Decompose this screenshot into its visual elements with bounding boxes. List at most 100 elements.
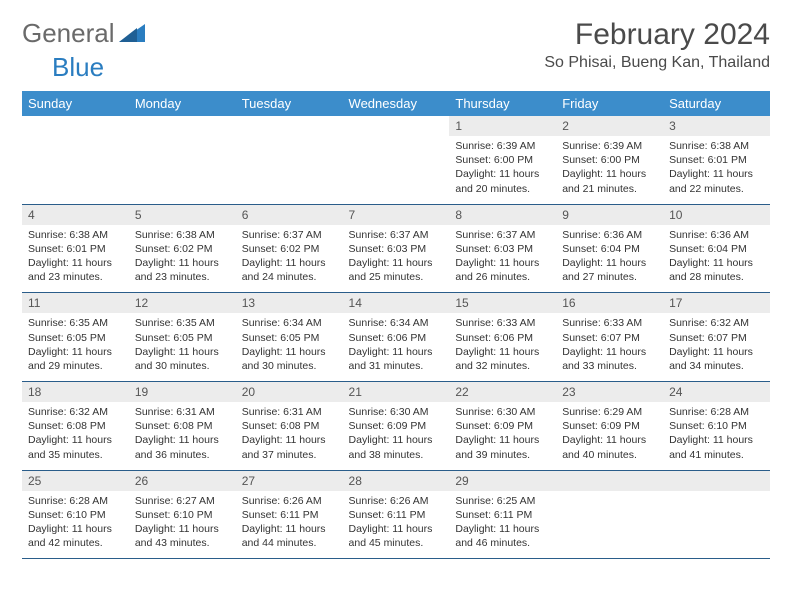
day-number: 2 bbox=[556, 116, 663, 136]
day-number: 15 bbox=[449, 293, 556, 313]
calendar-cell: 2Sunrise: 6:39 AMSunset: 6:00 PMDaylight… bbox=[556, 116, 663, 204]
calendar-cell: . bbox=[22, 116, 129, 204]
calendar-cell: 16Sunrise: 6:33 AMSunset: 6:07 PMDayligh… bbox=[556, 293, 663, 382]
calendar-row: 11Sunrise: 6:35 AMSunset: 6:05 PMDayligh… bbox=[22, 293, 770, 382]
weekday-header: Tuesday bbox=[236, 91, 343, 116]
day-details: Sunrise: 6:36 AMSunset: 6:04 PMDaylight:… bbox=[556, 225, 663, 293]
day-details: Sunrise: 6:28 AMSunset: 6:10 PMDaylight:… bbox=[663, 402, 770, 470]
month-title: February 2024 bbox=[544, 18, 770, 52]
day-number: 29 bbox=[449, 471, 556, 491]
day-details: Sunrise: 6:32 AMSunset: 6:07 PMDaylight:… bbox=[663, 313, 770, 381]
day-number: 19 bbox=[129, 382, 236, 402]
calendar-cell: 27Sunrise: 6:26 AMSunset: 6:11 PMDayligh… bbox=[236, 470, 343, 559]
day-details: Sunrise: 6:37 AMSunset: 6:02 PMDaylight:… bbox=[236, 225, 343, 293]
calendar-cell: 18Sunrise: 6:32 AMSunset: 6:08 PMDayligh… bbox=[22, 382, 129, 471]
brand-text-general: General bbox=[22, 18, 115, 49]
calendar-cell: 21Sunrise: 6:30 AMSunset: 6:09 PMDayligh… bbox=[343, 382, 450, 471]
calendar-cell: 29Sunrise: 6:25 AMSunset: 6:11 PMDayligh… bbox=[449, 470, 556, 559]
calendar-cell: . bbox=[129, 116, 236, 204]
day-details: Sunrise: 6:34 AMSunset: 6:06 PMDaylight:… bbox=[343, 313, 450, 381]
day-details: Sunrise: 6:37 AMSunset: 6:03 PMDaylight:… bbox=[343, 225, 450, 293]
day-details: Sunrise: 6:29 AMSunset: 6:09 PMDaylight:… bbox=[556, 402, 663, 470]
day-number: 12 bbox=[129, 293, 236, 313]
day-details: Sunrise: 6:35 AMSunset: 6:05 PMDaylight:… bbox=[22, 313, 129, 381]
day-number: 27 bbox=[236, 471, 343, 491]
weekday-header: Sunday bbox=[22, 91, 129, 116]
day-number: 9 bbox=[556, 205, 663, 225]
calendar-cell: 24Sunrise: 6:28 AMSunset: 6:10 PMDayligh… bbox=[663, 382, 770, 471]
day-details: Sunrise: 6:39 AMSunset: 6:00 PMDaylight:… bbox=[556, 136, 663, 204]
calendar-row: . . . . 1Sunrise: 6:39 AMSunset: 6:00 PM… bbox=[22, 116, 770, 204]
day-number: 4 bbox=[22, 205, 129, 225]
calendar-cell: 6Sunrise: 6:37 AMSunset: 6:02 PMDaylight… bbox=[236, 204, 343, 293]
calendar-header-row: Sunday Monday Tuesday Wednesday Thursday… bbox=[22, 91, 770, 116]
calendar-row: 18Sunrise: 6:32 AMSunset: 6:08 PMDayligh… bbox=[22, 382, 770, 471]
calendar-cell: 11Sunrise: 6:35 AMSunset: 6:05 PMDayligh… bbox=[22, 293, 129, 382]
day-details: Sunrise: 6:37 AMSunset: 6:03 PMDaylight:… bbox=[449, 225, 556, 293]
calendar-cell: 20Sunrise: 6:31 AMSunset: 6:08 PMDayligh… bbox=[236, 382, 343, 471]
day-number: 21 bbox=[343, 382, 450, 402]
day-number: 3 bbox=[663, 116, 770, 136]
day-number: 10 bbox=[663, 205, 770, 225]
calendar-cell: 12Sunrise: 6:35 AMSunset: 6:05 PMDayligh… bbox=[129, 293, 236, 382]
day-number: 16 bbox=[556, 293, 663, 313]
day-details: Sunrise: 6:33 AMSunset: 6:06 PMDaylight:… bbox=[449, 313, 556, 381]
calendar-cell: 15Sunrise: 6:33 AMSunset: 6:06 PMDayligh… bbox=[449, 293, 556, 382]
weekday-header: Saturday bbox=[663, 91, 770, 116]
day-number: 24 bbox=[663, 382, 770, 402]
calendar-table: Sunday Monday Tuesday Wednesday Thursday… bbox=[22, 91, 770, 559]
calendar-cell: 7Sunrise: 6:37 AMSunset: 6:03 PMDaylight… bbox=[343, 204, 450, 293]
weekday-header: Thursday bbox=[449, 91, 556, 116]
calendar-cell: . bbox=[343, 116, 450, 204]
brand-text-blue: Blue bbox=[52, 52, 792, 83]
calendar-cell: 14Sunrise: 6:34 AMSunset: 6:06 PMDayligh… bbox=[343, 293, 450, 382]
day-details: Sunrise: 6:31 AMSunset: 6:08 PMDaylight:… bbox=[129, 402, 236, 470]
calendar-cell: 23Sunrise: 6:29 AMSunset: 6:09 PMDayligh… bbox=[556, 382, 663, 471]
day-details: Sunrise: 6:39 AMSunset: 6:00 PMDaylight:… bbox=[449, 136, 556, 204]
day-number: 26 bbox=[129, 471, 236, 491]
day-number: . bbox=[556, 471, 663, 491]
day-number: 8 bbox=[449, 205, 556, 225]
day-number: . bbox=[129, 116, 236, 136]
day-number: . bbox=[22, 116, 129, 136]
day-number: 11 bbox=[22, 293, 129, 313]
day-details: Sunrise: 6:30 AMSunset: 6:09 PMDaylight:… bbox=[449, 402, 556, 470]
day-details: Sunrise: 6:33 AMSunset: 6:07 PMDaylight:… bbox=[556, 313, 663, 381]
calendar-cell: . bbox=[556, 470, 663, 559]
calendar-cell: 4Sunrise: 6:38 AMSunset: 6:01 PMDaylight… bbox=[22, 204, 129, 293]
weekday-header: Friday bbox=[556, 91, 663, 116]
day-number: 13 bbox=[236, 293, 343, 313]
day-details: Sunrise: 6:34 AMSunset: 6:05 PMDaylight:… bbox=[236, 313, 343, 381]
day-details: Sunrise: 6:38 AMSunset: 6:02 PMDaylight:… bbox=[129, 225, 236, 293]
day-details: Sunrise: 6:36 AMSunset: 6:04 PMDaylight:… bbox=[663, 225, 770, 293]
weekday-header: Wednesday bbox=[343, 91, 450, 116]
calendar-cell: 17Sunrise: 6:32 AMSunset: 6:07 PMDayligh… bbox=[663, 293, 770, 382]
calendar-cell: . bbox=[663, 470, 770, 559]
day-number: 5 bbox=[129, 205, 236, 225]
day-details: Sunrise: 6:28 AMSunset: 6:10 PMDaylight:… bbox=[22, 491, 129, 559]
day-details: Sunrise: 6:26 AMSunset: 6:11 PMDaylight:… bbox=[236, 491, 343, 559]
calendar-cell: 1Sunrise: 6:39 AMSunset: 6:00 PMDaylight… bbox=[449, 116, 556, 204]
day-number: 17 bbox=[663, 293, 770, 313]
brand-triangle-icon bbox=[119, 18, 145, 49]
calendar-body: . . . . 1Sunrise: 6:39 AMSunset: 6:00 PM… bbox=[22, 116, 770, 559]
day-number: 25 bbox=[22, 471, 129, 491]
calendar-cell: . bbox=[236, 116, 343, 204]
day-number: 7 bbox=[343, 205, 450, 225]
calendar-cell: 10Sunrise: 6:36 AMSunset: 6:04 PMDayligh… bbox=[663, 204, 770, 293]
day-number: 1 bbox=[449, 116, 556, 136]
day-number: 20 bbox=[236, 382, 343, 402]
day-number: . bbox=[663, 471, 770, 491]
day-number: 23 bbox=[556, 382, 663, 402]
calendar-cell: 8Sunrise: 6:37 AMSunset: 6:03 PMDaylight… bbox=[449, 204, 556, 293]
day-details: Sunrise: 6:31 AMSunset: 6:08 PMDaylight:… bbox=[236, 402, 343, 470]
day-number: 14 bbox=[343, 293, 450, 313]
day-number: 18 bbox=[22, 382, 129, 402]
brand-logo: General bbox=[22, 18, 145, 49]
calendar-cell: 5Sunrise: 6:38 AMSunset: 6:02 PMDaylight… bbox=[129, 204, 236, 293]
calendar-row: 4Sunrise: 6:38 AMSunset: 6:01 PMDaylight… bbox=[22, 204, 770, 293]
day-details: Sunrise: 6:38 AMSunset: 6:01 PMDaylight:… bbox=[22, 225, 129, 293]
calendar-cell: 28Sunrise: 6:26 AMSunset: 6:11 PMDayligh… bbox=[343, 470, 450, 559]
calendar-cell: 25Sunrise: 6:28 AMSunset: 6:10 PMDayligh… bbox=[22, 470, 129, 559]
weekday-header: Monday bbox=[129, 91, 236, 116]
